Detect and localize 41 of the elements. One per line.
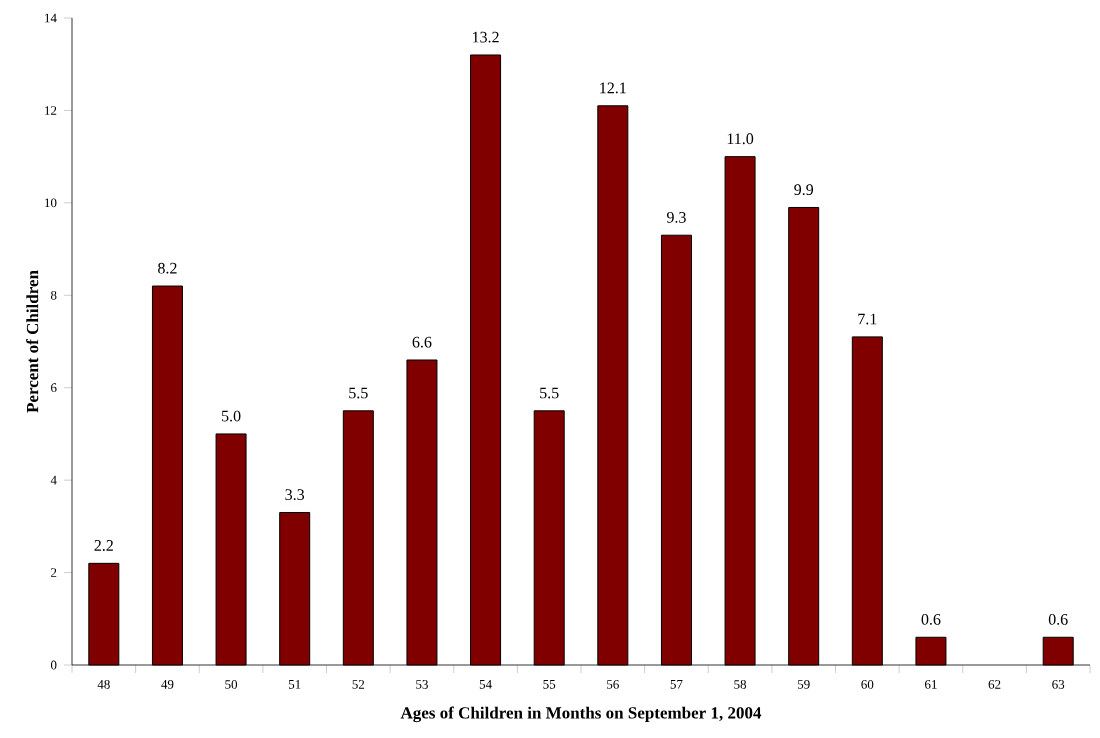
x-tick-label: 61 [925,680,937,689]
data-label: 7.1 [858,313,877,325]
x-tick-label: 48 [97,680,110,689]
x-axis-title: Ages of Children in Months on September 1, 2004 [400,706,762,723]
data-label: 11.0 [727,133,754,145]
data-label: 12.1 [600,82,626,94]
x-tick-label: 49 [161,680,174,689]
x-tick-label: 52 [352,680,365,689]
y-tick-label: 6 [51,383,57,393]
data-label: 9.3 [666,211,686,223]
y-tick-label: 14 [45,13,57,23]
x-tick-label: 55 [543,680,556,689]
x-tick-label: 60 [861,680,874,689]
data-label: 3.3 [285,489,305,501]
y-tick-label: 8 [50,290,57,300]
data-label: 9.9 [794,184,814,196]
y-tick-label: 4 [50,475,57,485]
data-label: 13.2 [472,31,499,43]
x-tick-label: 50 [225,680,238,689]
y-tick-label: 12 [45,106,57,115]
x-tick-label: 54 [479,680,492,689]
y-tick-label: 10 [45,198,57,208]
data-label: 2.2 [94,540,113,551]
data-label: 0.6 [1048,613,1068,625]
x-tick-label: 51 [288,680,301,689]
x-tick-label: 53 [416,680,428,689]
x-tick-label: 57 [670,680,683,689]
y-tick-label: 2 [51,568,57,577]
x-tick-label: 56 [607,680,619,689]
data-label: 6.6 [412,336,432,348]
data-label: 0.6 [921,613,941,625]
data-label: 5.5 [349,387,368,399]
y-axis-title: Percent of Children [26,270,39,413]
x-tick-label: 59 [797,680,810,689]
x-tick-label: 58 [734,680,747,689]
data-label: 5.5 [540,387,559,399]
data-label: 8.2 [158,262,177,274]
x-tick-label: 62 [988,680,1001,689]
data-label: 5.0 [222,410,241,422]
y-tick-label: 0 [50,660,57,670]
x-tick-label: 63 [1052,680,1065,689]
